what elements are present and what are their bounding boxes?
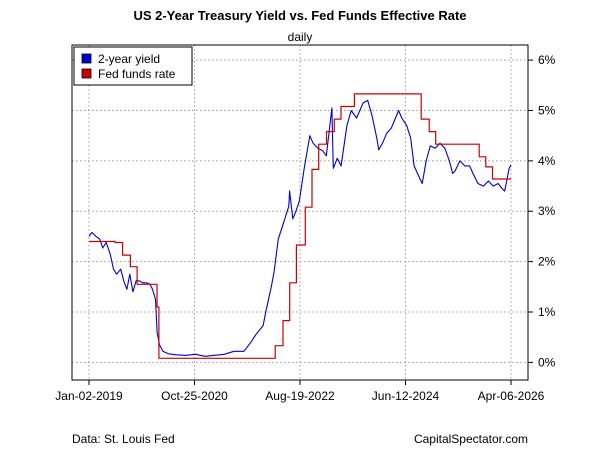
legend-label: Fed funds rate (98, 67, 176, 81)
y-tick-label: 6% (538, 53, 556, 67)
x-tick-label: Jan-02-2019 (55, 389, 123, 403)
y-tick-label: 5% (538, 103, 556, 117)
series-layer (88, 93, 512, 359)
y-tick-label: 1% (538, 305, 556, 319)
axes: Jan-02-2019 Oct-25-2020 Aug-19-2022 Jun-12-… (55, 44, 556, 403)
chart-subtitle: daily (287, 30, 313, 44)
legend-box (73, 46, 193, 86)
plot-frame (71, 44, 529, 381)
x-tick-label: Aug-19-2022 (265, 389, 335, 403)
y-tick-label: 3% (538, 204, 556, 218)
brand-note: CapitalSpectator.com (413, 432, 528, 446)
legend-swatch (81, 53, 92, 64)
x-tick-label: Jun-12-2024 (372, 389, 440, 403)
fed-funds-rate-line (89, 93, 511, 359)
grid-lines (72, 45, 528, 380)
y-tick-label: 0% (538, 355, 556, 369)
chart-title: US 2-Year Treasury Yield vs. Fed Funds E… (133, 8, 467, 23)
y-tick-label: 4% (538, 154, 556, 168)
x-tick-label: Apr-06-2026 (478, 389, 545, 403)
source-note: Data: St. Louis Fed (72, 432, 175, 446)
legend-label: 2-year yield (98, 52, 160, 66)
two-year-yield-line (88, 99, 512, 357)
legend-swatch (81, 68, 92, 79)
x-tick-label: Oct-25-2020 (161, 389, 228, 403)
y-tick-label: 2% (538, 255, 556, 269)
